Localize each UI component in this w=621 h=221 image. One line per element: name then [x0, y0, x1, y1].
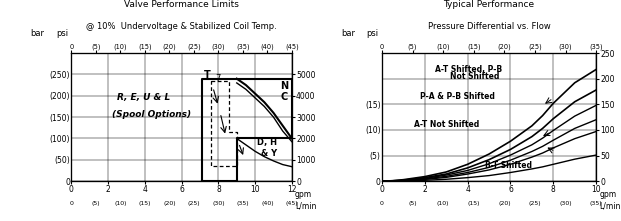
Text: 0: 0: [380, 201, 384, 206]
Text: psi: psi: [56, 29, 68, 38]
Text: gpm: gpm: [295, 190, 312, 199]
Text: (10): (10): [437, 201, 450, 206]
Text: psi: psi: [366, 29, 379, 38]
Text: N: N: [281, 81, 289, 91]
Text: (25): (25): [188, 201, 200, 206]
Text: (15): (15): [138, 201, 151, 206]
Text: (10): (10): [114, 201, 127, 206]
Text: (25): (25): [528, 201, 542, 206]
Text: 7: 7: [215, 74, 221, 83]
Text: A-T Shifted, P-B: A-T Shifted, P-B: [435, 65, 502, 74]
Text: @ 10%  Undervoltage & Stabilized Coil Temp.: @ 10% Undervoltage & Stabilized Coil Tem…: [86, 22, 277, 31]
Text: B-T Shifted: B-T Shifted: [485, 161, 532, 170]
Text: C: C: [281, 92, 288, 102]
Text: Typical Performance: Typical Performance: [443, 0, 535, 9]
Text: bar: bar: [341, 29, 355, 38]
Text: (30): (30): [560, 201, 572, 206]
Text: gpm: gpm: [599, 190, 617, 199]
Text: Not Shifted: Not Shifted: [450, 72, 500, 81]
Text: (40): (40): [261, 201, 274, 206]
Text: R, E, U & L: R, E, U & L: [117, 93, 171, 102]
Text: 0: 0: [70, 201, 73, 206]
Text: bar: bar: [30, 29, 44, 38]
Text: A-T Not Shifted: A-T Not Shifted: [414, 120, 479, 129]
Text: D, H: D, H: [257, 138, 277, 147]
Text: L/min: L/min: [599, 201, 620, 210]
Text: (20): (20): [498, 201, 510, 206]
Text: Pressure Differential vs. Flow: Pressure Differential vs. Flow: [428, 22, 550, 31]
Text: & Y: & Y: [261, 149, 277, 158]
Text: T: T: [204, 70, 211, 80]
Text: (5): (5): [91, 201, 100, 206]
Text: (Spool Options): (Spool Options): [112, 110, 191, 119]
Text: (45): (45): [286, 201, 298, 206]
Text: P-A & P-B Shifted: P-A & P-B Shifted: [420, 92, 496, 101]
Text: (30): (30): [212, 201, 225, 206]
Text: (5): (5): [408, 201, 417, 206]
Text: (35): (35): [237, 201, 249, 206]
Text: L/min: L/min: [295, 201, 316, 210]
Text: Valve Performance Limits: Valve Performance Limits: [124, 0, 239, 9]
Text: (20): (20): [163, 201, 176, 206]
Text: (15): (15): [468, 201, 480, 206]
Text: (35): (35): [590, 201, 602, 206]
